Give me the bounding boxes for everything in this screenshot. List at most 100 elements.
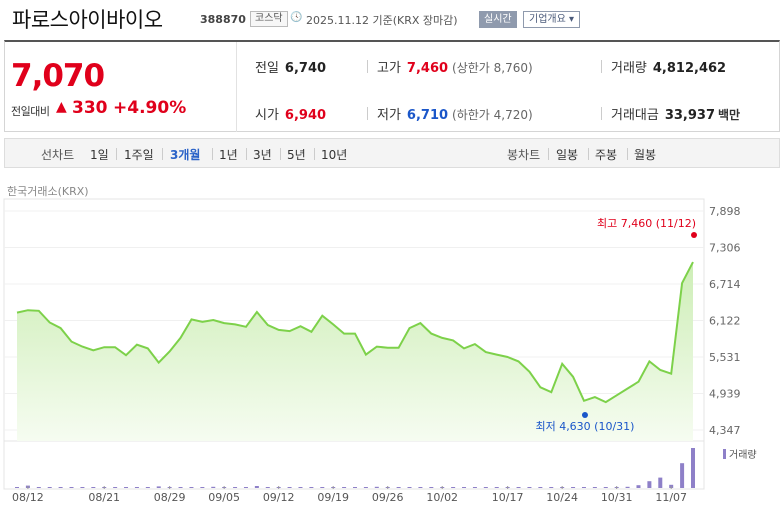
quote-panel: 7,070 전일대비 ▲ 330 +4.90% 전일 6,740 시가 6,940 … [4, 40, 780, 132]
volume-bar [494, 487, 499, 488]
divider [588, 148, 589, 160]
volume-bar [396, 487, 401, 488]
period-1y[interactable]: 1년 [219, 148, 238, 162]
volume-bar [538, 487, 543, 488]
divider [548, 148, 549, 160]
volume-bar [483, 487, 488, 488]
high-annotation: 최고 7,460 (11/12) [597, 217, 696, 230]
data-source: 한국거래소(KRX) [7, 185, 89, 198]
stock-name: 파로스아이바이오 [12, 8, 163, 32]
period-5y[interactable]: 5년 [287, 148, 306, 162]
x-tick-label: 10/17 [492, 491, 524, 504]
volume-bar [451, 487, 456, 488]
volume-bar [47, 487, 52, 488]
candle-weekly[interactable]: 주봉 [595, 148, 618, 162]
candle-daily[interactable]: 일봉 [556, 148, 579, 162]
period-selector-bar: 선차트 1일 1주일 3개월 1년 3년 5년 10년 봉차트 일봉 주봉 월봉 [4, 138, 780, 168]
volume-bar [211, 486, 216, 488]
change-label: 전일대비 [11, 105, 50, 118]
volume-bar [592, 487, 597, 488]
divider [246, 148, 247, 160]
volume-bar [254, 486, 259, 488]
volume-bar [407, 487, 412, 488]
y-tick-label: 4,939 [709, 388, 741, 401]
volume-bar [309, 487, 314, 488]
divider [314, 148, 315, 160]
x-tick-label: 11/07 [655, 491, 687, 504]
divider [601, 60, 602, 73]
change-percent: +4.90% [113, 98, 187, 118]
x-tick-label: 08/12 [12, 491, 44, 504]
low-price: 저가 6,710 (하한가 4,720) [377, 108, 533, 123]
low-marker [581, 412, 588, 418]
volume-bar [418, 487, 423, 488]
volume-bar [462, 487, 467, 488]
volume-legend-label: 거래량 [729, 449, 757, 461]
volume-bar [145, 487, 150, 488]
volume-bar [581, 487, 586, 488]
volume-bar [15, 487, 19, 488]
market-badge: 코스닥 [250, 11, 288, 27]
stock-code: 388870 [200, 13, 246, 26]
x-tick-label: 10/31 [601, 491, 633, 504]
volume-bar [658, 477, 663, 488]
period-1w[interactable]: 1주일 [124, 148, 154, 162]
candle-chart-label: 봉차트 [507, 148, 541, 162]
y-tick-label: 5,531 [709, 351, 741, 364]
period-1d[interactable]: 1일 [90, 148, 109, 162]
y-tick-label: 6,714 [709, 278, 741, 291]
volume-bar [69, 487, 74, 488]
x-tick-label: 09/26 [372, 491, 404, 504]
clock-icon: 🕓 [290, 12, 303, 23]
x-tick-label: 09/19 [317, 491, 349, 504]
volume-bar [287, 487, 292, 488]
volume-bar [342, 487, 347, 488]
volume-frame [3, 440, 705, 490]
divider [367, 107, 368, 120]
divider [627, 148, 628, 160]
volume-bar [647, 481, 652, 488]
open-price: 시가 6,940 [255, 108, 327, 123]
volume-bar [124, 487, 129, 488]
volume-bar [200, 487, 205, 488]
volume-bar [472, 487, 477, 488]
candle-monthly[interactable]: 월봉 [634, 148, 657, 162]
period-10y[interactable]: 10년 [321, 148, 348, 162]
volume-legend-swatch [723, 449, 726, 459]
period-3m[interactable]: 3개월 [170, 148, 201, 162]
divider [162, 148, 163, 160]
volume-bar [80, 487, 85, 488]
quote-date: 2025.11.12 기준(KRX 장마감) [306, 14, 458, 27]
divider [367, 60, 368, 73]
volume-bar [691, 448, 695, 488]
period-3y[interactable]: 3년 [253, 148, 272, 162]
trade-volume: 거래량 4,812,462 [611, 61, 727, 76]
line-chart-label: 선차트 [41, 148, 75, 162]
volume-bar [91, 487, 96, 488]
volume-bar [527, 487, 532, 488]
x-tick-label: 08/29 [154, 491, 186, 504]
up-arrow-icon: ▲ [56, 99, 67, 115]
volume-bar [36, 487, 41, 488]
realtime-button[interactable]: 실시간 [479, 11, 517, 28]
volume-bar [265, 487, 270, 488]
volume-bar [233, 487, 238, 488]
y-tick-label: 4,347 [709, 424, 741, 437]
volume-bar [156, 486, 161, 488]
divider [280, 148, 281, 160]
volume-bar [636, 485, 641, 488]
stock-header: 파로스아이바이오 388870 코스닥 🕓 2025.11.12 기준(KRX … [0, 0, 781, 38]
divider [601, 107, 602, 120]
volume-bar [58, 487, 63, 488]
x-tick-label: 10/02 [426, 491, 458, 504]
change-value: 330 [72, 98, 108, 118]
company-info-dropdown[interactable]: 기업개요 ▾ [523, 11, 580, 28]
volume-bar [320, 487, 325, 488]
volume-bar [680, 463, 685, 488]
volume-bar [178, 487, 183, 488]
volume-bar [374, 486, 379, 488]
volume-bar [571, 487, 576, 488]
current-price-box: 7,070 전일대비 ▲ 330 +4.90% [5, 42, 237, 132]
volume-bar [516, 487, 521, 488]
